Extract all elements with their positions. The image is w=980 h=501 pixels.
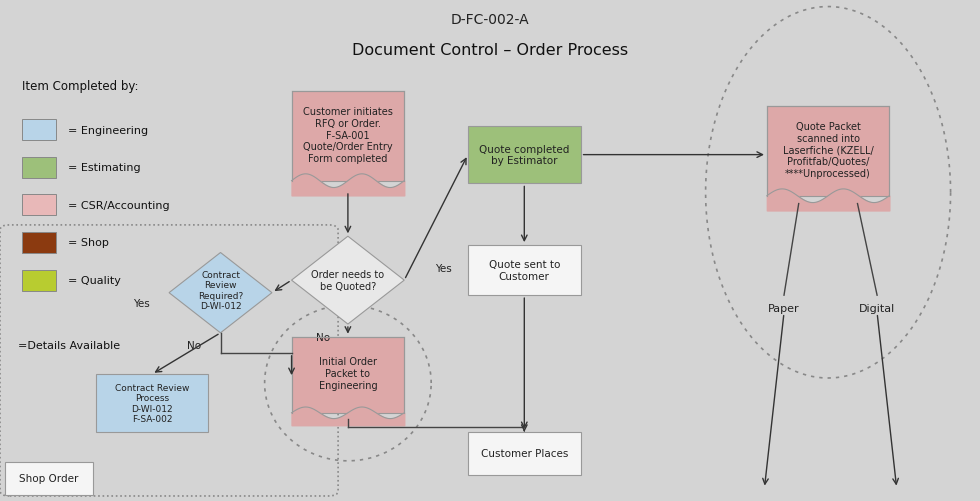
Text: Item Completed by:: Item Completed by: xyxy=(22,80,138,93)
FancyBboxPatch shape xyxy=(22,157,56,178)
FancyBboxPatch shape xyxy=(22,232,56,254)
Text: Shop Order: Shop Order xyxy=(20,473,78,483)
FancyBboxPatch shape xyxy=(22,270,56,291)
FancyBboxPatch shape xyxy=(22,120,56,141)
Text: Digital: Digital xyxy=(859,303,895,313)
Text: Paper: Paper xyxy=(768,303,800,313)
Text: Quote sent to
Customer: Quote sent to Customer xyxy=(489,260,560,282)
Polygon shape xyxy=(170,253,272,333)
Text: = Quality: = Quality xyxy=(68,276,121,286)
Text: Quote Packet
scanned into
Laserfiche (KZELL/
Profitfab/Quotes/
****Unprocessed): Quote Packet scanned into Laserfiche (KZ… xyxy=(783,122,873,178)
Text: Yes: Yes xyxy=(132,298,150,308)
Text: = CSR/Accounting: = CSR/Accounting xyxy=(68,200,170,210)
Text: Contract Review
Process
D-WI-012
F-SA-002: Contract Review Process D-WI-012 F-SA-00… xyxy=(115,383,189,423)
Text: No: No xyxy=(187,341,201,351)
Text: No: No xyxy=(317,332,330,342)
FancyBboxPatch shape xyxy=(22,195,56,216)
Text: Contract
Review
Required?
D-WI-012: Contract Review Required? D-WI-012 xyxy=(198,271,243,311)
Polygon shape xyxy=(292,237,404,325)
Text: =Details Available: =Details Available xyxy=(18,341,120,351)
Text: Initial Order
Packet to
Engineering: Initial Order Packet to Engineering xyxy=(318,357,377,390)
FancyBboxPatch shape xyxy=(292,337,404,413)
FancyBboxPatch shape xyxy=(96,375,209,432)
FancyBboxPatch shape xyxy=(468,432,580,475)
FancyBboxPatch shape xyxy=(292,92,404,181)
Text: = Estimating: = Estimating xyxy=(68,163,140,173)
Text: Customer Places: Customer Places xyxy=(480,448,568,458)
Text: Document Control – Order Process: Document Control – Order Process xyxy=(352,43,628,58)
Text: Customer initiates
RFQ or Order.
F-SA-001
Quote/Order Entry
Form completed: Customer initiates RFQ or Order. F-SA-00… xyxy=(303,107,393,163)
Text: Order needs to
be Quoted?: Order needs to be Quoted? xyxy=(312,270,384,292)
FancyBboxPatch shape xyxy=(468,245,580,296)
FancyBboxPatch shape xyxy=(468,126,580,184)
Text: D-FC-002-A: D-FC-002-A xyxy=(451,13,529,27)
Text: = Engineering: = Engineering xyxy=(68,125,148,135)
Text: Quote completed
by Estimator: Quote completed by Estimator xyxy=(479,144,569,166)
Text: Yes: Yes xyxy=(435,263,452,273)
Text: = Shop: = Shop xyxy=(68,238,109,248)
FancyBboxPatch shape xyxy=(5,462,93,495)
FancyBboxPatch shape xyxy=(766,107,889,196)
